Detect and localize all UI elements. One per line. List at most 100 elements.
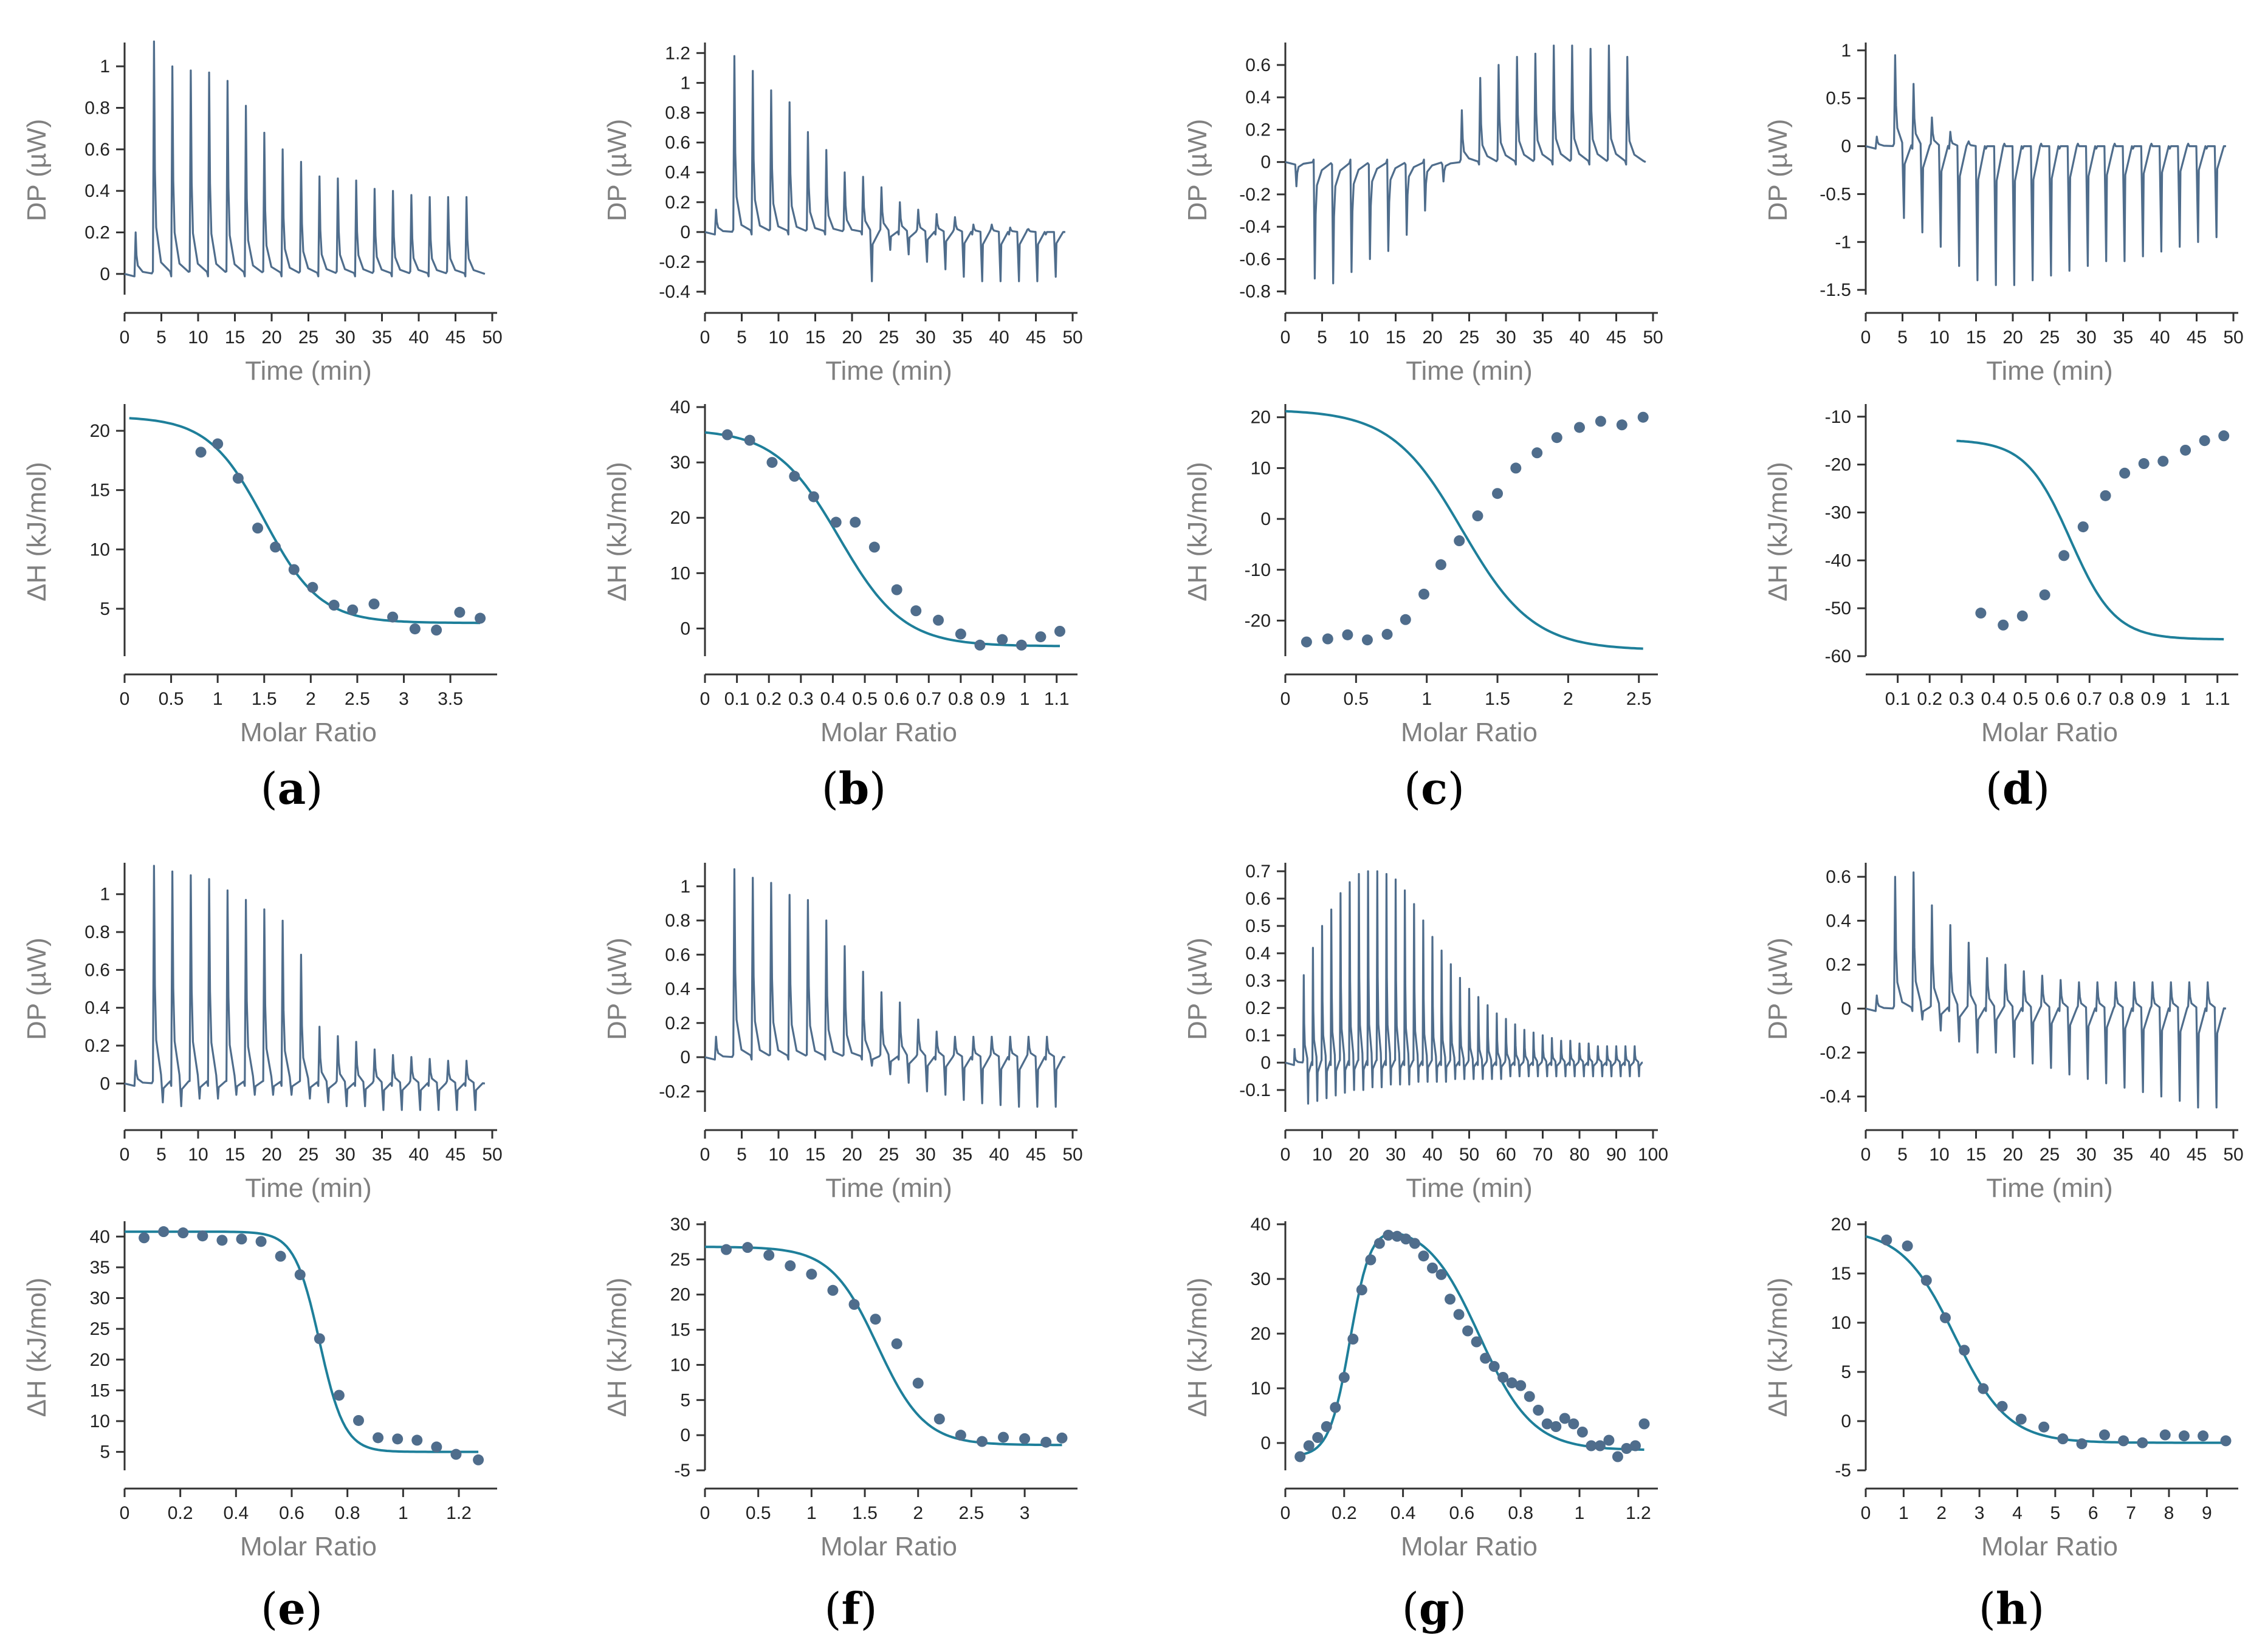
panel-b-isotherm-y-tick-label: 30 — [670, 453, 690, 473]
panel-h-isotherm-y-tick-label: 20 — [1831, 1215, 1851, 1235]
panel-label-d: (d) — [1985, 763, 2050, 814]
panel-c-isotherm-data-point — [1637, 411, 1649, 423]
panel-c-thermogram-x-tick-label: 45 — [1606, 327, 1626, 348]
panel-e-isotherm-y-tick-label: 20 — [90, 1350, 110, 1370]
panel-h-thermogram-y-tick-label: 0.2 — [1826, 955, 1851, 975]
panel-a-thermogram-y-tick-label: 1 — [100, 57, 110, 77]
panel-g-isotherm-data-point — [1603, 1434, 1615, 1446]
panel-f-thermogram-y-tick-label: -0.2 — [659, 1081, 690, 1102]
panel-b-isotherm-x-tick-label: 0.2 — [756, 689, 782, 709]
panel-c-isotherm-x-tick-label: 1 — [1421, 689, 1432, 709]
panel-h-thermogram-x-tick-label: 5 — [1897, 1145, 1908, 1165]
panel-c-isotherm-data-point — [1400, 614, 1411, 625]
panel-b-isotherm-data-point — [830, 516, 842, 528]
panel-h-isotherm-y-tick-label: 10 — [1831, 1313, 1851, 1333]
panel-a-isotherm-y-label: ΔH (kJ/mol) — [22, 462, 52, 602]
panel-a-isotherm-data-point — [232, 473, 244, 484]
panel-a-thermogram-x-tick-label: 35 — [372, 327, 392, 348]
panel-e-thermogram-trace — [124, 865, 486, 1111]
panel-h-isotherm-data-point — [2098, 1429, 2110, 1441]
panel-f-thermogram-trace — [704, 868, 1066, 1108]
panel-d-thermogram-y-label: DP (µW) — [1763, 119, 1793, 222]
panel-h-isotherm-data-point — [2220, 1435, 2232, 1447]
panel-c-thermogram-y-tick-label: -0.2 — [1239, 185, 1271, 205]
panel-a-isotherm-x-tick-label: 1.5 — [252, 689, 277, 709]
panel-e-isotherm-x-tick-label: 0.4 — [223, 1503, 249, 1523]
panel-d-thermogram-y-tick-label: 0 — [1841, 137, 1851, 157]
panel-b-thermogram-y-tick-label: -0.2 — [659, 252, 690, 272]
panel-f-isotherm-y-tick-label: 15 — [670, 1320, 690, 1340]
panel-f-thermogram-y-tick-label: 1 — [680, 877, 690, 897]
panel-e-isotherm-x-tick-label: 0.6 — [279, 1503, 304, 1523]
panel-b-isotherm-data-point — [891, 584, 902, 595]
panel-h-isotherm-x-tick-label: 0 — [1861, 1503, 1871, 1523]
panel-a-isotherm-x-tick-label: 0 — [120, 689, 130, 709]
panel-e-isotherm-data-point — [294, 1269, 306, 1281]
panel-h-isotherm-data-point — [2076, 1438, 2088, 1450]
panel-g-isotherm-data-point — [1418, 1250, 1429, 1262]
panel-d-thermogram-x-tick-label: 5 — [1897, 327, 1908, 348]
panel-f-isotherm-data-point — [870, 1314, 881, 1325]
panel-g-isotherm-y-tick-label: 20 — [1251, 1324, 1271, 1344]
panel-g-isotherm-data-point — [1638, 1418, 1650, 1430]
panel-d-thermogram-y-tick-label: 0.5 — [1826, 89, 1851, 109]
panel-b-isotherm-data-point — [766, 457, 778, 468]
panel-a-thermogram: 0 5 10 15 20 25 30 35 40 45 50 0 0.2 0.4 0.6 0.8 1 Time (… — [22, 40, 503, 386]
panel-label-b: (b) — [821, 763, 887, 814]
panel-b-isotherm-data-point — [868, 541, 880, 553]
panel-d-isotherm-data-point — [2119, 467, 2131, 479]
panel-c-thermogram-x-label: Time (min) — [1406, 356, 1533, 386]
panel-g-isotherm-data-point — [1321, 1421, 1332, 1432]
panel-h-isotherm-x-tick-label: 4 — [2012, 1503, 2023, 1523]
panel-g-isotherm-y-tick-label: 30 — [1251, 1269, 1271, 1289]
panel-f-thermogram-y-tick-label: 0.6 — [665, 945, 690, 965]
panel-e-isotherm-x-tick-label: 0.8 — [335, 1503, 360, 1523]
panel-g-isotherm-data-point — [1488, 1361, 1500, 1372]
panel-d-isotherm-y-tick-label: -10 — [1825, 407, 1851, 427]
panel-a-thermogram-y-tick-label: 0.2 — [84, 223, 110, 243]
panel-f-isotherm-x-tick-label: 2.5 — [959, 1503, 985, 1523]
panel-h-thermogram-x-tick-label: 15 — [1966, 1145, 1986, 1165]
panel-g-isotherm-x-tick-label: 0.6 — [1449, 1503, 1475, 1523]
panel-a-isotherm-data-point — [454, 606, 466, 618]
panel-d-isotherm-data-point — [2157, 456, 2169, 467]
panel-g-isotherm-data-point — [1445, 1294, 1456, 1305]
panel-e-thermogram: 0 5 10 15 20 25 30 35 40 45 50 0 0.2 0.4 0.6 0.8 1 Time (… — [22, 863, 503, 1203]
panel-e-isotherm-data-point — [333, 1390, 345, 1401]
panel-h-isotherm-x-tick-label: 5 — [2050, 1503, 2061, 1523]
panel-g-isotherm-data-point — [1330, 1402, 1341, 1413]
panel-a-isotherm-data-point — [195, 447, 207, 458]
panel-b-isotherm-x-tick-label: 0.5 — [852, 689, 878, 709]
panel-d-isotherm-data-point — [1975, 608, 1987, 619]
panel-e-thermogram-x-tick-label: 10 — [188, 1145, 208, 1165]
panel-c-isotherm-x-tick-label: 2 — [1563, 689, 1573, 709]
panel-h-thermogram-x-tick-label: 25 — [2040, 1145, 2060, 1165]
panel-d-isotherm-data-point — [2199, 435, 2210, 447]
panel-d-thermogram-x-tick-label: 25 — [2040, 327, 2060, 348]
panel-h-thermogram-x-tick-label: 10 — [1929, 1145, 1949, 1165]
panel-c-isotherm-x-tick-label: 0.5 — [1343, 689, 1369, 709]
panel-e-isotherm-data-point — [255, 1236, 267, 1247]
panel-f-isotherm-x-tick-label: 2 — [913, 1503, 923, 1523]
panel-g-isotherm-data-point — [1480, 1352, 1491, 1364]
panel-g-isotherm-data-point — [1365, 1254, 1377, 1266]
panel-g-isotherm: 0 0.2 0.4 0.6 0.8 1 1.2 0 10 20 30 40 Molar Ratio ΔH … — [1183, 1215, 1658, 1561]
panel-g-isotherm-data-point — [1453, 1309, 1465, 1320]
panel-a-thermogram-y-tick-label: 0 — [100, 264, 110, 284]
panel-d-isotherm-x-tick-label: 0.2 — [1917, 689, 1942, 709]
panel-e-isotherm-data-point — [314, 1333, 325, 1345]
panel-g-isotherm-data-point — [1373, 1238, 1385, 1249]
panel-e-isotherm-y-tick-label: 5 — [100, 1442, 110, 1462]
panel-f-thermogram-x-tick-label: 30 — [915, 1145, 935, 1165]
panel-c-thermogram-trace — [1285, 44, 1646, 284]
panel-g-thermogram-y-tick-label: 0 — [1260, 1053, 1271, 1073]
panel-b-thermogram-x-tick-label: 10 — [768, 327, 788, 348]
panel-d-isotherm-x-tick-label: 1 — [2181, 689, 2191, 709]
panel-g-isotherm-x-tick-label: 1.2 — [1626, 1503, 1651, 1523]
panel-f-isotherm-data-point — [827, 1284, 839, 1296]
panel-f-thermogram-x-tick-label: 25 — [879, 1145, 899, 1165]
panel-g-isotherm-data-point — [1312, 1432, 1324, 1443]
panel-b-isotherm-data-point — [850, 516, 861, 528]
panel-b-thermogram: 0 5 10 15 20 25 30 35 40 45 50 -0.4 -0.2 0 0.2 0.4 0.6 0.… — [602, 43, 1083, 386]
